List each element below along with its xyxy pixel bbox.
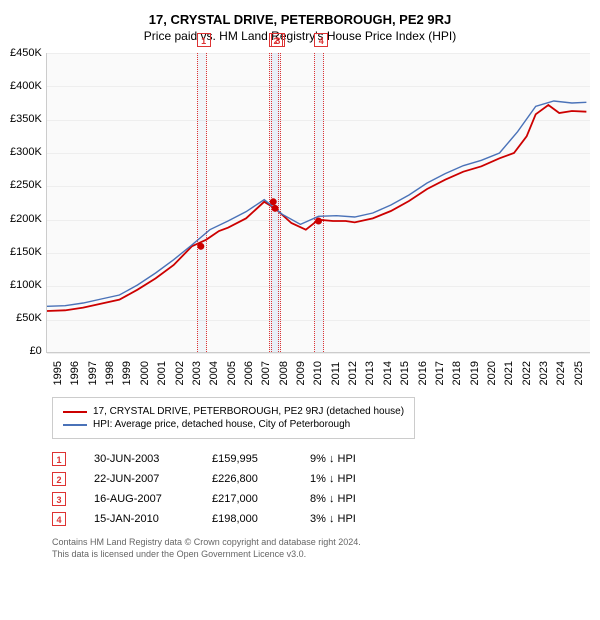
sale-index-box: 2 xyxy=(52,472,66,486)
y-tick-label: £150K xyxy=(10,246,42,258)
sale-row: 3 16-AUG-2007 £217,000 8% ↓ HPI xyxy=(52,489,590,509)
x-tick-label: 2019 xyxy=(469,361,486,385)
sale-row: 2 22-JUN-2007 £226,800 1% ↓ HPI xyxy=(52,469,590,489)
legend: 17, CRYSTAL DRIVE, PETERBOROUGH, PE2 9RJ… xyxy=(52,397,415,439)
sale-marker-box: 3 xyxy=(271,33,285,47)
y-tick-label: £450K xyxy=(10,47,42,59)
x-tick-label: 2013 xyxy=(364,361,381,385)
sale-point xyxy=(197,243,204,250)
y-tick-label: £100K xyxy=(10,279,42,291)
x-tick-label: 2004 xyxy=(208,361,225,385)
sale-index-box: 1 xyxy=(52,452,66,466)
x-axis: 1995199619971998199920002001200220032004… xyxy=(52,361,590,385)
sale-diff: 3% ↓ HPI xyxy=(310,513,390,525)
legend-label: 17, CRYSTAL DRIVE, PETERBOROUGH, PE2 9RJ… xyxy=(93,406,404,417)
sale-point xyxy=(270,198,277,205)
x-tick-label: 2012 xyxy=(347,361,364,385)
sale-price: £159,995 xyxy=(212,453,282,465)
footnote: Contains HM Land Registry data © Crown c… xyxy=(52,537,590,560)
y-tick-label: £250K xyxy=(10,179,42,191)
y-tick-label: £400K xyxy=(10,80,42,92)
sale-marker-box: 1 xyxy=(197,33,211,47)
footnote-line: This data is licensed under the Open Gov… xyxy=(52,549,590,561)
y-tick-label: £350K xyxy=(10,113,42,125)
sale-price: £198,000 xyxy=(212,513,282,525)
sale-date: 15-JAN-2010 xyxy=(94,513,184,525)
x-tick-label: 1999 xyxy=(121,361,138,385)
x-tick-label: 2009 xyxy=(295,361,312,385)
series-hpi xyxy=(47,101,586,306)
x-tick-label: 2022 xyxy=(521,361,538,385)
x-tick-label: 2023 xyxy=(538,361,555,385)
x-tick-label: 2021 xyxy=(503,361,520,385)
plot-area: 1234 xyxy=(46,53,590,353)
sale-diff: 1% ↓ HPI xyxy=(310,473,390,485)
sale-index-box: 4 xyxy=(52,512,66,526)
x-tick-label: 1997 xyxy=(87,361,104,385)
x-tick-label: 1995 xyxy=(52,361,69,385)
sale-point xyxy=(271,205,278,212)
series-property xyxy=(47,105,586,311)
x-tick-label: 2001 xyxy=(156,361,173,385)
sale-diff: 9% ↓ HPI xyxy=(310,453,390,465)
legend-row: HPI: Average price, detached house, City… xyxy=(63,419,404,430)
sale-diff: 8% ↓ HPI xyxy=(310,493,390,505)
y-tick-label: £300K xyxy=(10,146,42,158)
x-tick-label: 2003 xyxy=(191,361,208,385)
x-tick-label: 2020 xyxy=(486,361,503,385)
y-tick-label: £200K xyxy=(10,213,42,225)
sale-date: 16-AUG-2007 xyxy=(94,493,184,505)
x-tick-label: 2006 xyxy=(243,361,260,385)
x-tick-label: 1998 xyxy=(104,361,121,385)
grid-line xyxy=(47,353,590,354)
chart-subtitle: Price paid vs. HM Land Registry's House … xyxy=(10,29,590,43)
legend-label: HPI: Average price, detached house, City… xyxy=(93,419,350,430)
x-tick-label: 2024 xyxy=(555,361,572,385)
legend-row: 17, CRYSTAL DRIVE, PETERBOROUGH, PE2 9RJ… xyxy=(63,406,404,417)
sales-table: 1 30-JUN-2003 £159,995 9% ↓ HPI 2 22-JUN-2007… xyxy=(52,449,590,529)
sale-row: 1 30-JUN-2003 £159,995 9% ↓ HPI xyxy=(52,449,590,469)
x-tick-label: 2010 xyxy=(312,361,329,385)
x-tick-label: 2017 xyxy=(434,361,451,385)
chart-title: 17, CRYSTAL DRIVE, PETERBOROUGH, PE2 9RJ xyxy=(10,12,590,27)
x-tick-label: 2007 xyxy=(260,361,277,385)
y-tick-label: £0 xyxy=(30,345,42,357)
sale-index-box: 3 xyxy=(52,492,66,506)
x-tick-label: 2008 xyxy=(278,361,295,385)
sale-price: £226,800 xyxy=(212,473,282,485)
sale-row: 4 15-JAN-2010 £198,000 3% ↓ HPI xyxy=(52,509,590,529)
x-tick-label: 2025 xyxy=(573,361,590,385)
x-tick-label: 2005 xyxy=(226,361,243,385)
sale-point xyxy=(315,218,322,225)
chart-svg xyxy=(47,53,590,353)
legend-swatch xyxy=(63,411,87,413)
x-tick-label: 2016 xyxy=(417,361,434,385)
y-tick-label: £50K xyxy=(16,312,42,324)
x-tick-label: 2018 xyxy=(451,361,468,385)
x-tick-label: 2002 xyxy=(174,361,191,385)
x-tick-label: 1996 xyxy=(69,361,86,385)
x-tick-label: 2011 xyxy=(330,361,347,385)
sale-marker-box: 4 xyxy=(314,33,328,47)
sale-date: 30-JUN-2003 xyxy=(94,453,184,465)
y-axis: £450K £400K £350K £300K £250K £200K £150K £100K… xyxy=(10,47,46,357)
sale-date: 22-JUN-2007 xyxy=(94,473,184,485)
chart-container: £450K£400K£350K£300K£250K£200K£150K£100K… xyxy=(10,53,590,385)
x-tick-label: 2000 xyxy=(139,361,156,385)
sale-price: £217,000 xyxy=(212,493,282,505)
x-tick-label: 2014 xyxy=(382,361,399,385)
footnote-line: Contains HM Land Registry data © Crown c… xyxy=(52,537,590,549)
legend-swatch xyxy=(63,424,87,426)
x-tick-label: 2015 xyxy=(399,361,416,385)
